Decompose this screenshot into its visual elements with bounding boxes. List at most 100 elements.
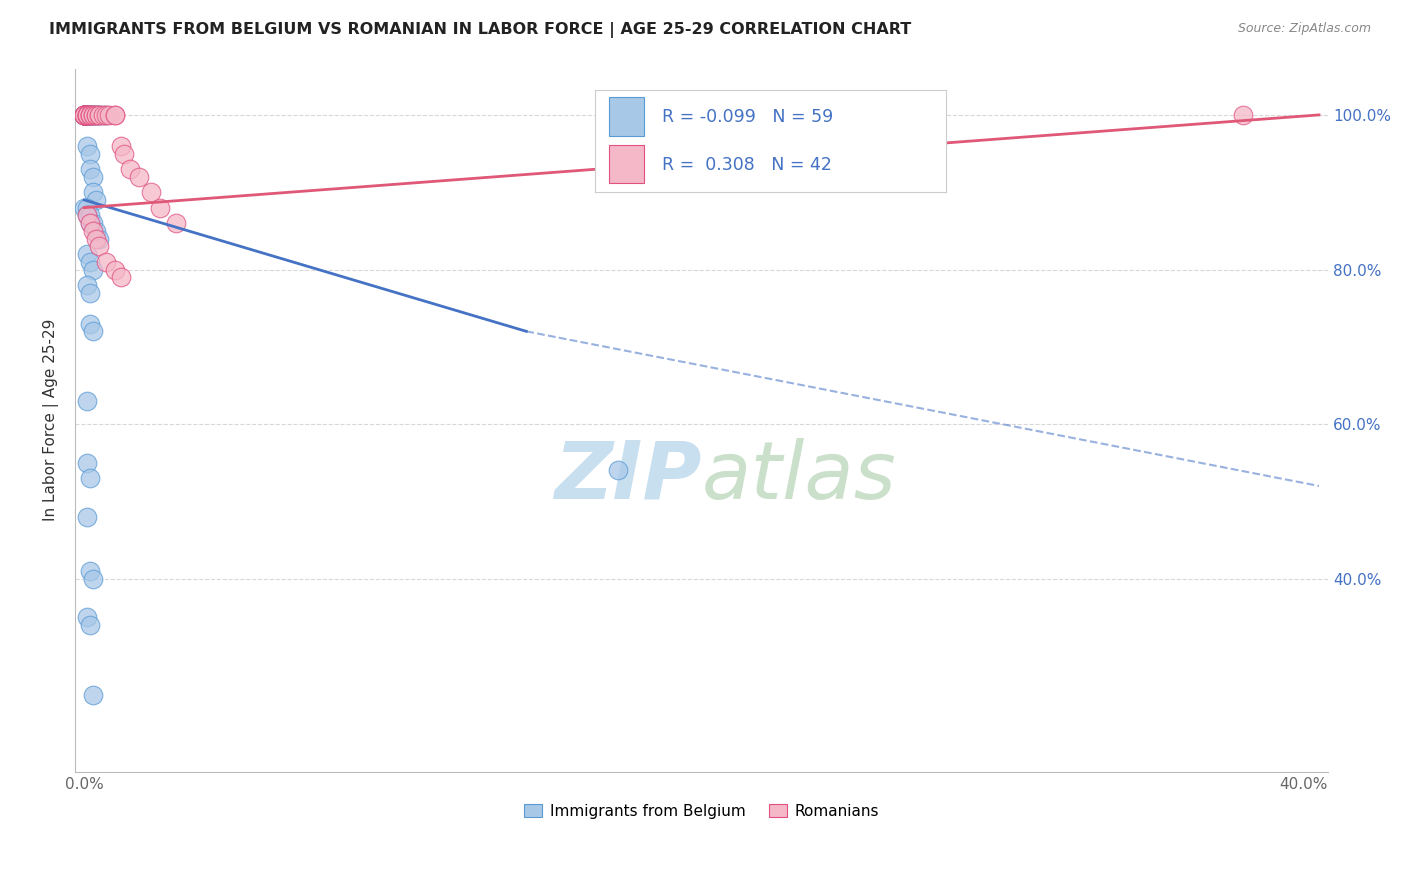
Point [73, 108, 96, 122]
Point [86, 108, 108, 122]
Point [76, 108, 98, 122]
Point [82, 185, 104, 199]
Point [82, 169, 104, 184]
Point [165, 216, 187, 230]
Point [1232, 108, 1254, 122]
Point [76, 393, 98, 408]
Point [79, 254, 101, 268]
Point [112, 146, 135, 161]
Point [104, 108, 127, 122]
Point [76, 108, 98, 122]
Point [76, 277, 98, 292]
Point [73, 108, 96, 122]
Point [110, 138, 132, 153]
Point [82, 108, 104, 122]
Point [76, 108, 98, 122]
Point [82, 216, 104, 230]
Point [76, 208, 98, 222]
Point [82, 108, 104, 122]
Point [73, 108, 96, 122]
Point [73, 108, 96, 122]
Point [94, 108, 117, 122]
Point [76, 108, 98, 122]
Point [86, 108, 108, 122]
Point [86, 108, 108, 122]
Point [73, 201, 96, 215]
Point [76, 201, 98, 215]
Point [82, 324, 104, 338]
Point [94, 108, 117, 122]
Point [86, 224, 108, 238]
Point [79, 216, 101, 230]
Point [76, 108, 98, 122]
Point [73, 108, 96, 122]
Point [79, 317, 101, 331]
Point [104, 108, 127, 122]
Point [82, 224, 104, 238]
Point [86, 193, 108, 207]
Point [79, 216, 101, 230]
Legend: Immigrants from Belgium, Romanians: Immigrants from Belgium, Romanians [517, 797, 886, 825]
Text: Source: ZipAtlas.com: Source: ZipAtlas.com [1237, 22, 1371, 36]
Point [79, 108, 101, 122]
Point [73, 108, 96, 122]
Point [86, 108, 108, 122]
Point [76, 138, 98, 153]
Point [79, 108, 101, 122]
Text: ZIP: ZIP [554, 437, 702, 516]
Text: IMMIGRANTS FROM BELGIUM VS ROMANIAN IN LABOR FORCE | AGE 25-29 CORRELATION CHART: IMMIGRANTS FROM BELGIUM VS ROMANIAN IN L… [49, 22, 911, 38]
Point [76, 108, 98, 122]
Point [97, 108, 120, 122]
Point [89, 239, 111, 253]
Point [73, 108, 96, 122]
Point [76, 108, 98, 122]
Point [73, 108, 96, 122]
Point [79, 564, 101, 578]
Point [76, 108, 98, 122]
Text: atlas: atlas [702, 437, 897, 516]
Point [110, 270, 132, 285]
Point [82, 262, 104, 277]
Point [76, 610, 98, 624]
Point [76, 108, 98, 122]
Point [89, 231, 111, 245]
Point [79, 161, 101, 176]
Point [91, 108, 114, 122]
Point [89, 108, 111, 122]
Point [79, 146, 101, 161]
Point [73, 108, 96, 122]
Point [79, 108, 101, 122]
Point [73, 108, 96, 122]
Point [104, 262, 127, 277]
Point [82, 108, 104, 122]
Point [73, 108, 96, 122]
Point [76, 247, 98, 261]
Point [86, 231, 108, 245]
Y-axis label: In Labor Force | Age 25-29: In Labor Force | Age 25-29 [44, 319, 59, 522]
Point [141, 185, 163, 199]
Point [76, 509, 98, 524]
Point [79, 108, 101, 122]
Point [82, 108, 104, 122]
Point [82, 572, 104, 586]
Point [91, 108, 114, 122]
Point [73, 108, 96, 122]
Point [89, 108, 111, 122]
Point [79, 471, 101, 485]
Point [94, 254, 117, 268]
Point [149, 201, 172, 215]
Point [118, 161, 141, 176]
Point [79, 108, 101, 122]
Point [79, 285, 101, 300]
Point [73, 108, 96, 122]
Point [79, 208, 101, 222]
Point [82, 688, 104, 702]
Point [79, 108, 101, 122]
Point [79, 108, 101, 122]
Point [89, 108, 111, 122]
Point [606, 463, 628, 477]
Point [89, 108, 111, 122]
Point [73, 108, 96, 122]
Point [76, 108, 98, 122]
Point [76, 456, 98, 470]
